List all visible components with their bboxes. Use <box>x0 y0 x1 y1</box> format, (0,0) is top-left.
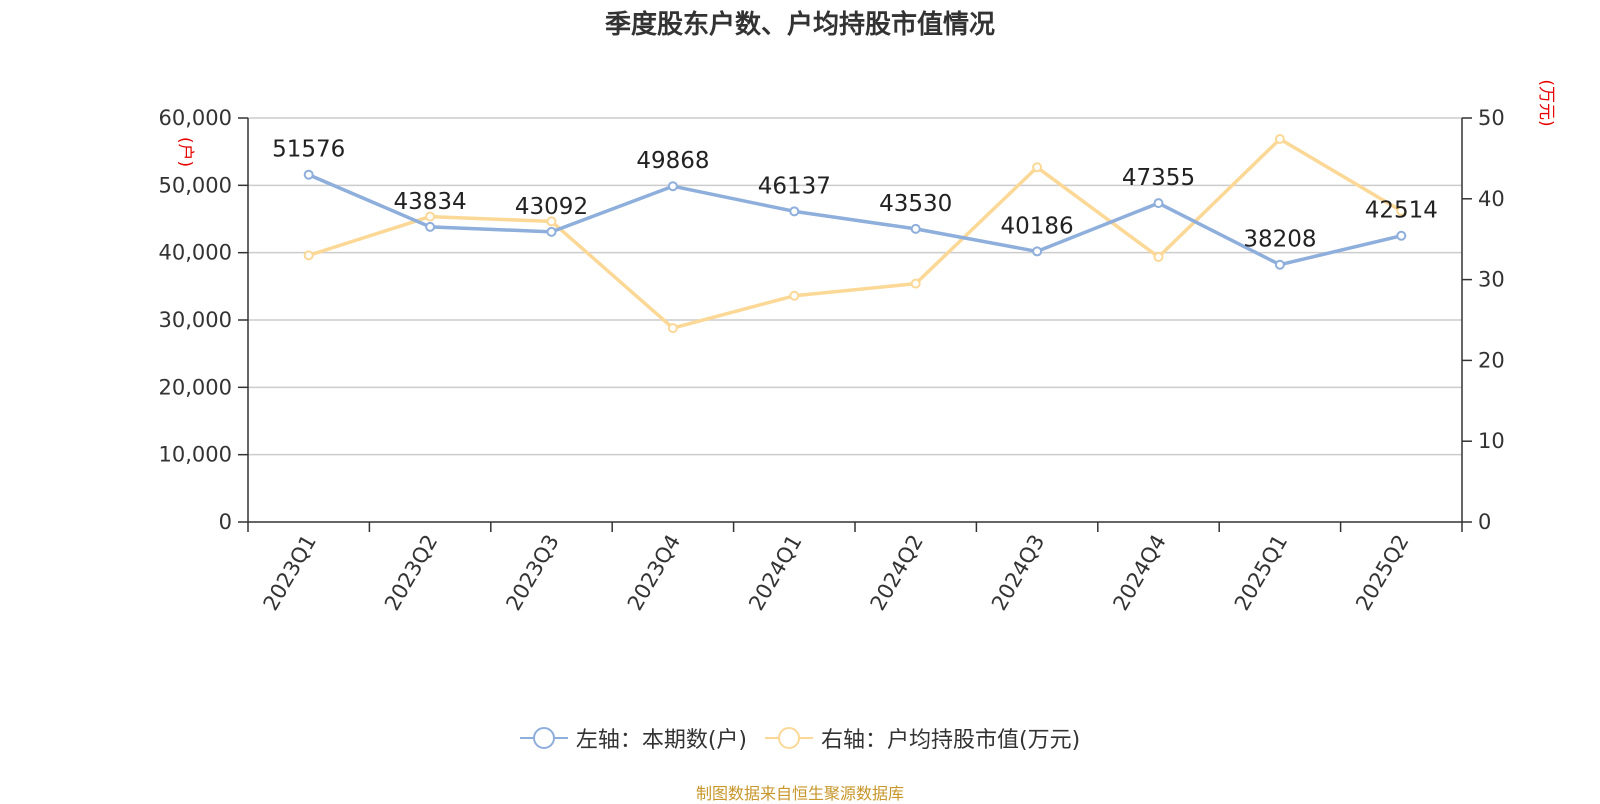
data-labels: 51576 43834 43092 49868 46137 43530 40186 47355… <box>272 137 1438 253</box>
data-point-left <box>789 206 800 217</box>
data-label-left: 43834 <box>394 189 467 215</box>
left-axis-tick-label: 40,000 <box>159 241 232 265</box>
legend-label-right-series: 右轴：户均持股市值(万元) <box>821 728 1081 753</box>
left-axis-tick-label: 10,000 <box>159 443 232 467</box>
data-point-right <box>667 323 678 334</box>
data-label-left: 43530 <box>879 191 952 217</box>
x-axis-tick-label: 2024Q2 <box>866 531 928 615</box>
source-note: 制图数据来自恒生聚源数据库 <box>695 784 904 803</box>
legend-line-circle-icon <box>519 725 568 751</box>
x-axis-tick-label: 2024Q1 <box>744 531 806 615</box>
series-line-right <box>308 137 1403 330</box>
data-point-right <box>1153 251 1164 262</box>
x-axis-tick-label: 2025Q2 <box>1351 531 1413 615</box>
legend-item-left-series[interactable]: 左轴：本期数(户) <box>519 722 747 754</box>
left-axis-tick-label: 20,000 <box>159 375 232 399</box>
data-point-right <box>1396 205 1407 216</box>
x-axis-tick-label: 2025Q1 <box>1230 531 1292 615</box>
right-axis-tick-label: 40 <box>1478 187 1505 211</box>
data-point-left <box>1032 246 1043 257</box>
left-axis-tick-label: 50,000 <box>159 173 232 197</box>
data-label-left: 46137 <box>758 173 831 199</box>
series-line-left <box>308 173 1402 267</box>
x-axis-tick-label: 2024Q3 <box>987 531 1049 615</box>
chart-title: 季度股东户数、户均持股市值情况 <box>604 10 995 40</box>
left-axis-tick-label: 0 <box>219 510 232 534</box>
data-label-left: 43092 <box>515 194 588 220</box>
data-label-left: 47355 <box>1122 165 1195 191</box>
right-axis-tick-label: 0 <box>1478 510 1491 534</box>
data-label-left: 42514 <box>1365 198 1438 224</box>
data-point-right <box>425 211 436 222</box>
x-axis-tick-label: 2023Q1 <box>259 531 321 615</box>
right-axis-tick-label: 20 <box>1478 348 1505 372</box>
data-point-left <box>1396 230 1407 241</box>
data-point-left <box>1153 198 1164 209</box>
data-point-right <box>910 278 921 289</box>
left-axis-unit: (户) <box>175 137 195 167</box>
right-axis-tick-label: 50 <box>1478 106 1505 130</box>
right-axis-tick-label: 10 <box>1478 429 1505 453</box>
x-axis-tick-label: 2023Q2 <box>380 531 442 615</box>
legend-item-right-series[interactable]: 右轴：户均持股市值(万元) <box>765 722 1080 754</box>
legend: 左轴：本期数(户) 右轴：户均持股市值(万元) <box>0 722 1600 754</box>
data-point-right <box>303 250 314 261</box>
left-axis-tick-label: 30,000 <box>159 308 232 332</box>
data-label-left: 38208 <box>1243 227 1316 253</box>
axes: 0 10,000 20,000 30,000 40,000 50,000 60,000 0 10… <box>159 79 1556 614</box>
data-point-left <box>667 181 678 192</box>
data-point-left <box>546 226 557 237</box>
data-label-left: 40186 <box>1001 213 1074 239</box>
x-axis-tick-label: 2023Q3 <box>501 531 563 615</box>
data-point-right <box>546 216 557 227</box>
x-axis-tick-label: 2023Q4 <box>623 531 685 615</box>
data-point-right <box>1274 134 1285 145</box>
data-label-left: 51576 <box>272 137 345 163</box>
series-lines <box>303 134 1407 334</box>
legend-label-left-series: 左轴：本期数(户) <box>575 728 747 753</box>
x-axis-tick-label: 2024Q4 <box>1108 531 1170 615</box>
data-point-left <box>425 221 436 232</box>
data-point-right <box>789 290 800 301</box>
data-point-left <box>1274 259 1285 270</box>
data-label-left: 49868 <box>636 148 709 174</box>
right-axis-unit: (万元) <box>1536 79 1556 126</box>
data-point-left <box>303 169 314 180</box>
legend-line-circle-icon <box>765 725 813 751</box>
data-point-left <box>910 223 921 234</box>
grid-lines <box>248 117 1462 456</box>
left-axis-tick-label: 60,000 <box>159 106 232 130</box>
right-axis-tick-label: 30 <box>1478 268 1505 292</box>
data-point-right <box>1032 162 1043 173</box>
